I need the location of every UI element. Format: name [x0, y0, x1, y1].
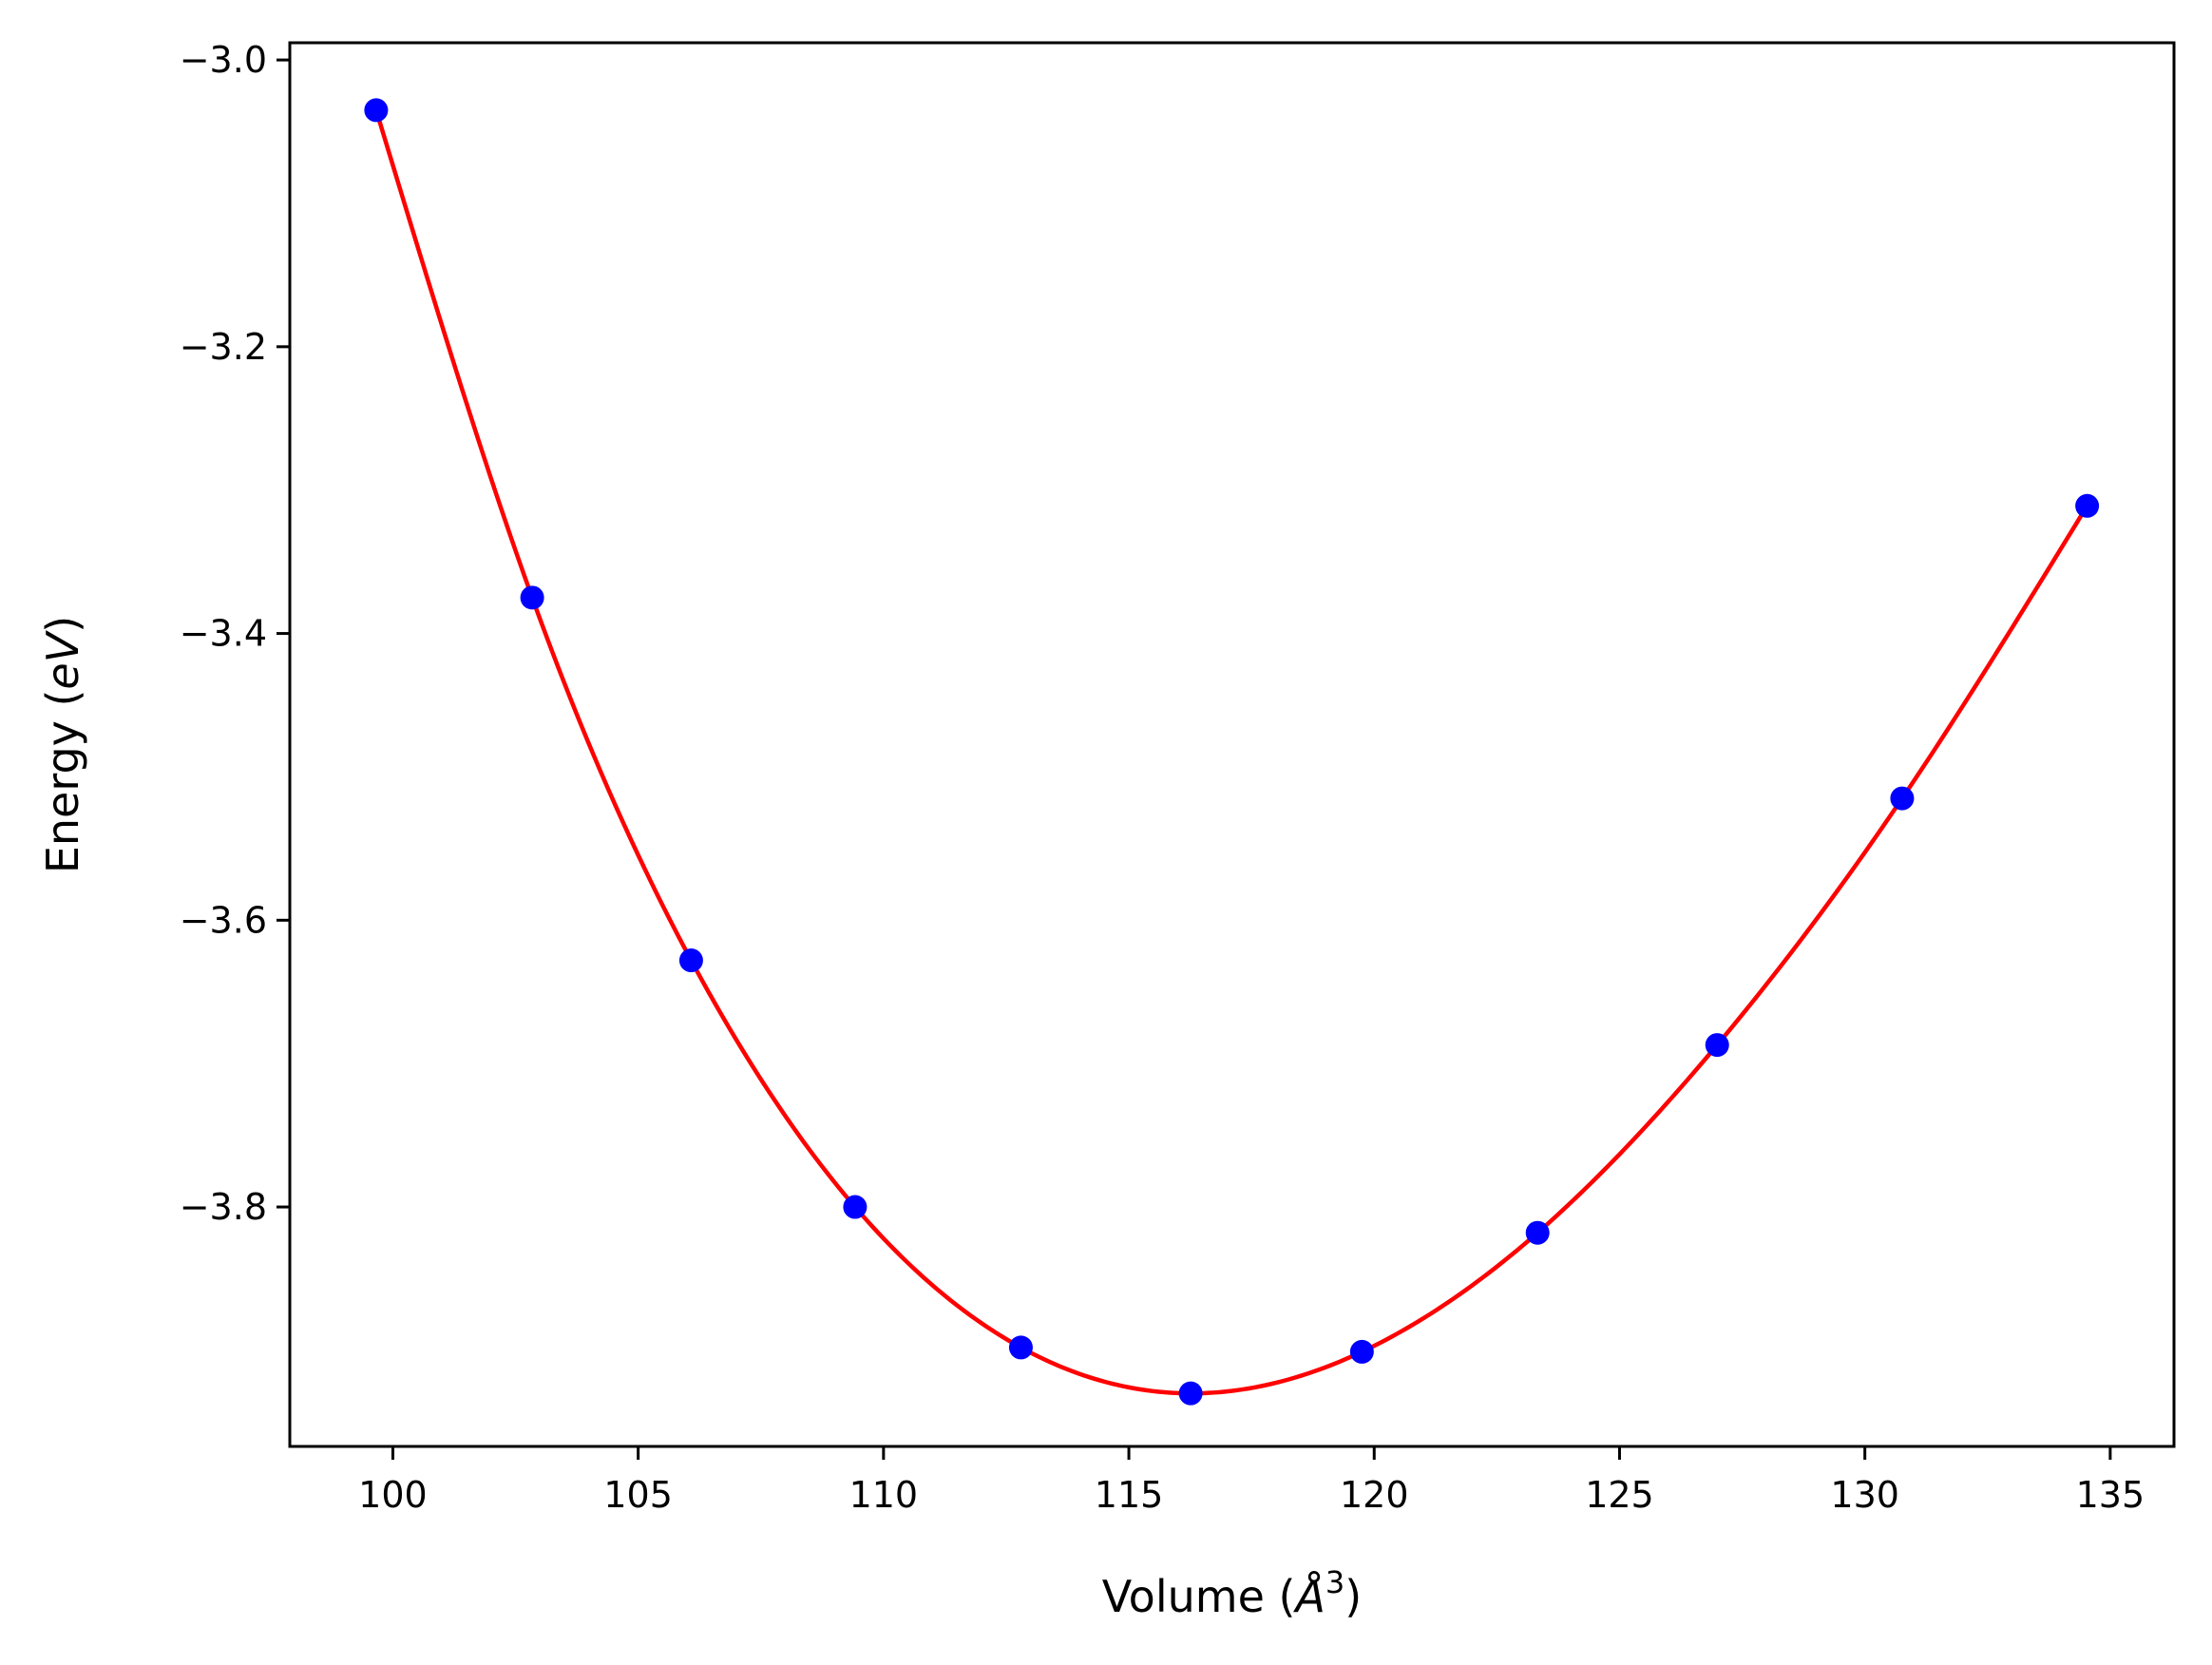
x-tick-label: 110 [849, 1474, 919, 1516]
axes-frame [288, 41, 2176, 1448]
y-tick-label: −3.8 [180, 1186, 267, 1228]
data-point [1349, 1339, 1374, 1364]
x-axis-label: Volume (Å3) [1102, 1564, 1362, 1622]
x-tick-label: 135 [2076, 1474, 2145, 1516]
data-point [2075, 493, 2100, 518]
data-point [1178, 1381, 1203, 1406]
x-axis: 100 105 110 115 120 125 130 135 [358, 1446, 2145, 1516]
x-tick-label: 105 [603, 1474, 673, 1516]
data-point [843, 1195, 868, 1219]
x-tick-label: 115 [1095, 1474, 1164, 1516]
plot-area [364, 98, 2100, 1406]
y-axis-label: Energy (eV) [37, 616, 88, 873]
x-tick-label: 130 [1830, 1474, 1899, 1516]
y-tick-label: −3.4 [180, 613, 267, 655]
x-tick-label: 120 [1340, 1474, 1409, 1516]
data-point [1705, 1033, 1729, 1058]
y-tick-label: −3.6 [180, 899, 267, 941]
y-axis: −3.8 −3.6 −3.4 −3.2 −3.0 [180, 39, 290, 1228]
y-tick-label: −3.0 [180, 39, 267, 81]
data-point [364, 98, 389, 123]
data-point [1525, 1220, 1550, 1245]
data-point [1008, 1335, 1033, 1360]
x-tick-label: 100 [358, 1474, 428, 1516]
fit-curve [373, 109, 2089, 1396]
data-point [520, 585, 544, 610]
data-point [678, 948, 703, 973]
x-tick-label: 125 [1585, 1474, 1654, 1516]
data-point [1890, 786, 1915, 811]
y-tick-label: −3.2 [180, 326, 267, 368]
